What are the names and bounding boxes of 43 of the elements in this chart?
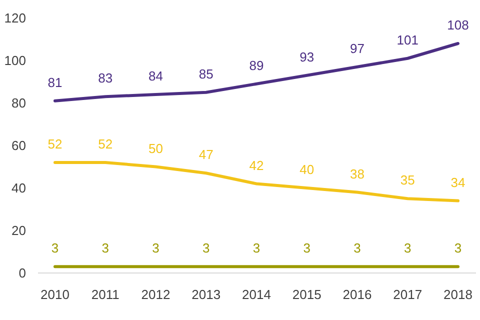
- data-label: 3: [303, 240, 310, 256]
- x-tick-label: 2013: [192, 287, 221, 302]
- data-label: 52: [98, 136, 113, 152]
- data-label: 3: [404, 240, 412, 256]
- data-label: 50: [148, 140, 163, 156]
- data-label: 3: [102, 240, 109, 256]
- x-tick-label: 2010: [40, 287, 70, 302]
- data-label: 81: [48, 74, 62, 90]
- y-tick-label: 40: [12, 180, 26, 196]
- x-tick-label: 2018: [444, 287, 472, 302]
- data-label: 83: [98, 70, 113, 86]
- y-tick-label: 80: [12, 96, 26, 111]
- data-label: 38: [350, 166, 364, 182]
- y-tick-label: 100: [4, 53, 26, 68]
- x-tick-label: 2015: [292, 287, 322, 302]
- data-label: 108: [447, 18, 469, 32]
- y-tick-label: 120: [4, 10, 26, 26]
- data-label: 3: [354, 240, 361, 256]
- data-label: 3: [202, 240, 210, 256]
- x-tick-label: 2016: [342, 287, 372, 302]
- y-tick-label: 20: [12, 223, 26, 238]
- data-label: 35: [400, 172, 415, 188]
- data-label: 89: [249, 58, 264, 73]
- data-label: 97: [350, 40, 364, 56]
- data-label: 3: [152, 240, 160, 256]
- data-label: 42: [249, 158, 264, 173]
- data-label: 52: [48, 136, 62, 152]
- data-label: 93: [300, 49, 314, 64]
- x-tick-label: 2014: [242, 287, 271, 302]
- data-label: 3: [51, 240, 59, 256]
- y-tick-label: 60: [12, 138, 26, 154]
- x-tick-label: 2011: [91, 287, 120, 302]
- data-label: 85: [198, 66, 214, 82]
- data-label: 47: [198, 147, 214, 162]
- data-label: 34: [450, 174, 466, 190]
- data-label: 3: [454, 240, 462, 256]
- y-tick-label: 0: [18, 266, 26, 281]
- data-label: 101: [396, 32, 418, 48]
- data-label: 84: [148, 68, 163, 84]
- data-label: 3: [252, 240, 260, 256]
- x-tick-label: 2017: [393, 287, 422, 302]
- x-tick-label: 2012: [141, 287, 170, 302]
- data-label: 40: [300, 162, 314, 177]
